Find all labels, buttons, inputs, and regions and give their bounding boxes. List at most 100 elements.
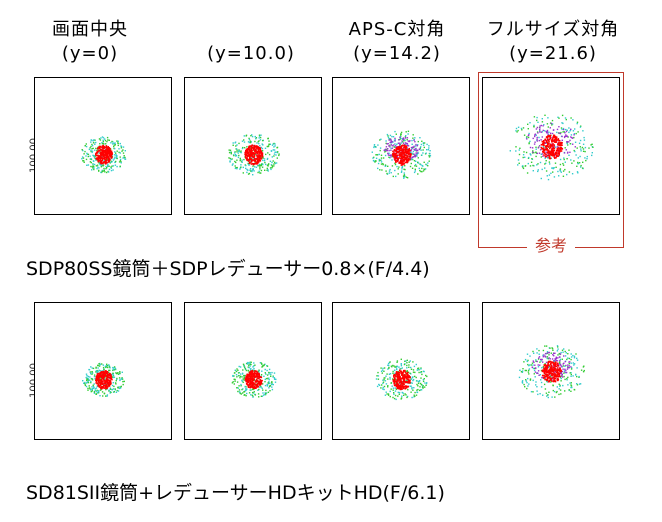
spot-point	[533, 125, 535, 128]
spot-point	[550, 364, 553, 367]
spot-point	[416, 391, 419, 394]
spot-point	[118, 151, 120, 154]
spot-point	[97, 379, 99, 381]
spot-point	[103, 154, 106, 156]
spot-point	[258, 152, 261, 154]
spot-point	[532, 150, 534, 152]
spot-point	[101, 157, 104, 159]
spot-point	[263, 160, 266, 162]
spot-point	[262, 159, 264, 162]
spot-point	[110, 142, 112, 144]
spot-point	[540, 386, 543, 388]
spot-point	[255, 150, 257, 152]
spot-point	[553, 390, 556, 393]
spot-point	[237, 369, 239, 371]
spot-point	[395, 133, 397, 135]
spot-point	[102, 377, 105, 380]
spot-point	[406, 152, 409, 155]
spot-point	[537, 393, 539, 396]
spot-point	[268, 381, 270, 383]
spot-point	[266, 164, 269, 166]
spot-point	[376, 385, 379, 388]
spot-point	[404, 175, 406, 177]
spot-point	[394, 169, 396, 172]
spot-point	[98, 363, 100, 365]
spot-point	[379, 147, 382, 149]
spot-point	[238, 142, 240, 145]
spot-point	[237, 152, 239, 154]
spot-point	[567, 136, 569, 138]
spot-point	[540, 370, 543, 372]
spot-point	[411, 396, 413, 399]
spot-diagram	[518, 345, 585, 399]
spot-point	[239, 375, 242, 377]
spot-point	[252, 384, 254, 387]
spot-point	[527, 134, 530, 137]
spot-point	[403, 163, 405, 165]
spot-point	[247, 169, 249, 171]
spot-point	[114, 151, 116, 153]
spot-point	[557, 139, 560, 141]
spot-point	[554, 137, 556, 139]
spot-point	[101, 363, 103, 365]
spot-point	[542, 143, 545, 145]
spot-panel	[332, 77, 470, 215]
spot-point	[385, 170, 387, 172]
spot-point	[109, 367, 111, 369]
spot-point	[564, 355, 567, 357]
spot-point	[413, 160, 416, 162]
spot-point	[548, 131, 550, 133]
spot-point	[568, 349, 570, 351]
spot-point	[533, 361, 535, 363]
spot-point	[412, 137, 414, 139]
spot-point	[387, 152, 389, 155]
spot-point	[396, 155, 398, 157]
spot-point	[253, 382, 255, 385]
spot-point	[564, 371, 566, 373]
spot-point	[259, 383, 261, 385]
spot-point	[105, 383, 107, 385]
spot-point	[262, 144, 264, 146]
spot-point	[249, 168, 252, 170]
spot-point	[518, 153, 521, 156]
spot-point	[387, 362, 390, 365]
spot-point	[575, 353, 577, 355]
spot-point	[539, 374, 541, 376]
spot-panel	[34, 77, 172, 215]
spot-point	[408, 375, 410, 377]
spot-point	[396, 374, 399, 376]
spot-point	[104, 382, 107, 385]
spot-point	[422, 142, 425, 144]
spot-point	[410, 162, 412, 165]
spot-point	[256, 157, 259, 159]
spot-point	[409, 165, 412, 168]
spot-point	[102, 150, 104, 153]
spot-point	[248, 380, 251, 382]
spot-point	[109, 159, 111, 161]
spot-point	[560, 375, 562, 377]
spot-point	[548, 370, 551, 373]
spot-point	[107, 139, 109, 141]
spot-point	[101, 387, 103, 390]
col-title	[176, 18, 326, 42]
spot-point	[119, 372, 121, 374]
spot-point	[398, 366, 400, 368]
spot-point	[89, 155, 91, 157]
spot-point	[95, 380, 98, 382]
col-header-center: 画面中央 (y=0)	[15, 18, 165, 66]
spot-point	[396, 150, 399, 153]
spot-point	[275, 151, 277, 153]
spot-point	[402, 392, 404, 394]
spot-point	[107, 152, 109, 154]
spot-point	[113, 366, 116, 368]
spot-point	[545, 170, 548, 172]
spot-point	[109, 392, 111, 394]
spot-point	[557, 378, 559, 380]
spot-point	[523, 134, 526, 136]
spot-point	[263, 364, 265, 366]
spot-point	[528, 383, 530, 385]
spot-point	[377, 167, 379, 170]
spot-point	[271, 382, 273, 384]
spot-point	[114, 147, 116, 150]
spot-point	[252, 376, 255, 378]
